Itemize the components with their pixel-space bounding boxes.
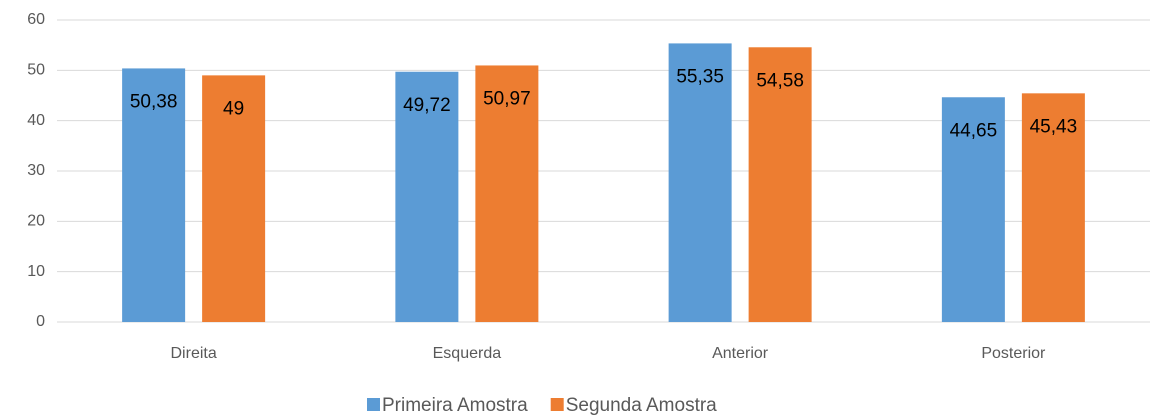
value-label: 49 [223, 98, 244, 119]
value-label: 44,65 [950, 120, 998, 141]
value-label: 55,35 [676, 66, 724, 87]
y-tick-label: 0 [36, 313, 45, 330]
legend-label: Primeira Amostra [382, 395, 528, 416]
legend-swatch [367, 398, 380, 411]
x-tick-label: Esquerda [433, 345, 502, 362]
y-tick-label: 10 [27, 263, 45, 280]
bar [748, 47, 812, 322]
x-tick-label: Direita [171, 345, 217, 362]
bar [395, 71, 459, 322]
legend-label: Segunda Amostra [566, 395, 717, 416]
bar [202, 75, 266, 322]
x-tick-label: Anterior [712, 345, 769, 362]
bar [122, 68, 186, 322]
value-label: 54,58 [756, 70, 804, 91]
x-tick-label: Posterior [981, 345, 1046, 362]
bar [668, 43, 732, 322]
value-label: 49,72 [403, 95, 451, 116]
y-tick-label: 60 [27, 11, 45, 28]
value-label: 50,97 [483, 88, 531, 109]
y-tick-label: 30 [27, 162, 45, 179]
y-tick-label: 40 [27, 112, 45, 129]
value-label: 50,38 [130, 91, 178, 112]
bar [475, 65, 539, 323]
bar [941, 97, 1005, 323]
y-tick-label: 50 [27, 62, 45, 79]
legend-swatch [550, 398, 564, 411]
value-label: 45,43 [1030, 116, 1078, 137]
y-tick-label: 20 [27, 213, 45, 230]
bar [1021, 93, 1085, 322]
